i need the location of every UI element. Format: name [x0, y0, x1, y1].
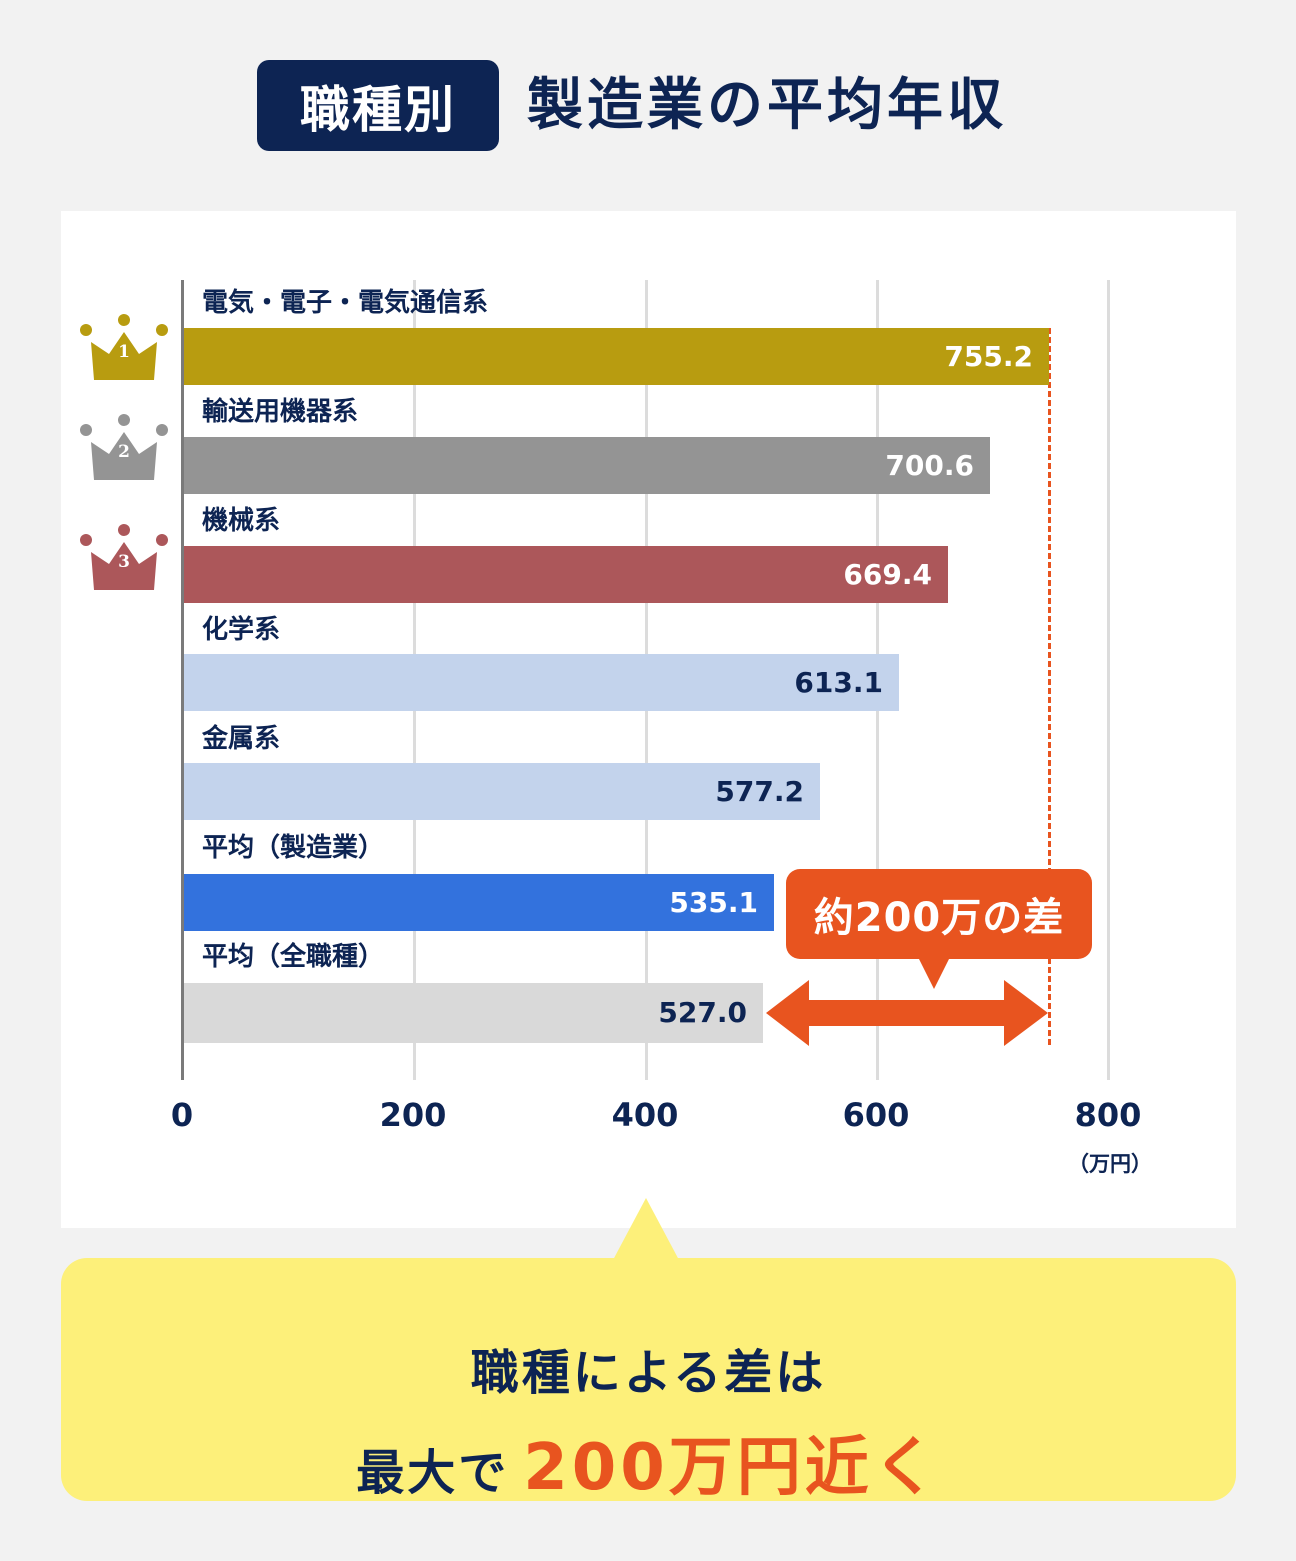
- chart-header: 職種別 製造業の平均年収: [0, 60, 1296, 152]
- bar-4: 613.1: [184, 654, 899, 711]
- x-axis-unit: （万円）: [1068, 1152, 1152, 1176]
- crown-icon: [80, 414, 168, 480]
- rank-number: 1: [118, 342, 130, 362]
- difference-bubble: 約200万の差: [786, 869, 1092, 959]
- chart-title: 製造業の平均年収: [527, 73, 1007, 138]
- gridline-800: [1107, 280, 1110, 1080]
- bar-value: 535.1: [669, 886, 758, 919]
- category-label: 金属系: [202, 724, 281, 754]
- bar-5: 577.2: [184, 763, 820, 820]
- category-label: 輸送用機器系: [202, 397, 359, 427]
- bar-3: 669.4: [184, 546, 948, 603]
- max-reference-line: [1048, 328, 1051, 1045]
- y-axis-line: [181, 280, 184, 1080]
- category-label: 機械系: [202, 506, 281, 536]
- bar-value: 700.6: [885, 449, 974, 482]
- category-label: 化学系: [202, 615, 281, 645]
- category-label: 平均（全職種）: [202, 942, 385, 972]
- bar-7: 527.0: [184, 983, 763, 1043]
- category-label: 電気・電子・電気通信系: [202, 288, 489, 318]
- bar-value: 527.0: [658, 996, 747, 1029]
- double-arrow-icon: [766, 980, 1048, 1046]
- callout-text-line1: 職種による差は: [470, 1345, 827, 1401]
- bar-2: 700.6: [184, 437, 990, 494]
- summary-callout: 職種による差は 最大で 200万円近く: [61, 1258, 1236, 1505]
- rank-number: 2: [118, 442, 130, 462]
- x-tick: 400: [611, 1096, 679, 1134]
- crown-icon: [80, 314, 168, 380]
- x-tick: 200: [379, 1096, 447, 1134]
- rank-number: 3: [118, 552, 130, 572]
- x-tick: 0: [170, 1096, 194, 1134]
- rank-1-crown: 1: [78, 312, 170, 384]
- crown-icon: [80, 524, 168, 590]
- category-label: 平均（製造業）: [202, 833, 385, 863]
- callout-text-line2: 最大で 200万円近く: [61, 1416, 1236, 1508]
- x-tick: 600: [842, 1096, 910, 1134]
- rank-3-crown: 3: [78, 522, 170, 594]
- bar-value: 613.1: [794, 666, 883, 699]
- x-tick: 800: [1074, 1096, 1142, 1134]
- rank-2-crown: 2: [78, 412, 170, 484]
- bar-1: 755.2: [184, 328, 1049, 385]
- bar-6: 535.1: [184, 874, 774, 931]
- bar-value: 755.2: [944, 340, 1033, 373]
- callout-tail: [613, 1198, 679, 1260]
- bar-value: 669.4: [843, 558, 932, 591]
- difference-bubble-tail: [918, 957, 950, 989]
- callout-highlight: 200万円近く: [523, 1431, 941, 1505]
- callout-prefix: 最大で: [356, 1445, 510, 1501]
- bar-value: 577.2: [715, 775, 804, 808]
- category-badge: 職種別: [257, 60, 499, 151]
